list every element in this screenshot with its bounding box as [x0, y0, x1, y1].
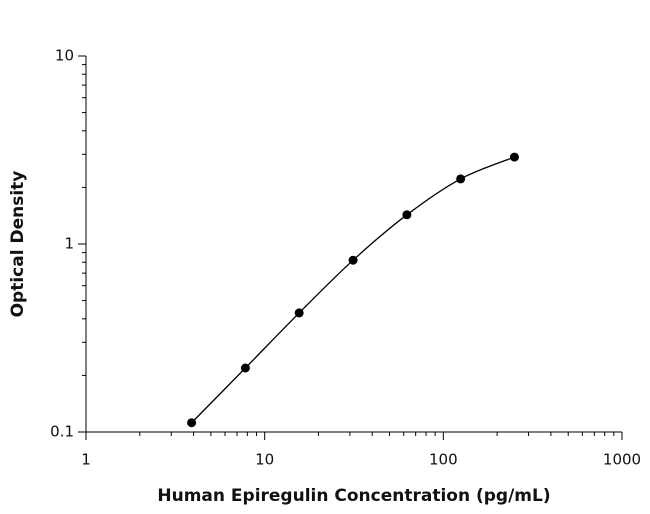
y-axis-title: Optical Density — [8, 171, 28, 318]
fit-curve — [191, 156, 515, 424]
x-tick-label: 10 — [255, 451, 274, 469]
data-point — [348, 255, 358, 265]
x-tick-label: 1 — [81, 451, 91, 469]
data-point — [509, 152, 519, 162]
y-tick-label: 10 — [55, 47, 74, 65]
y-tick-label: 1 — [64, 235, 74, 253]
data-point — [294, 308, 304, 318]
x-tick-label: 100 — [429, 451, 458, 469]
x-axis-title: Human Epiregulin Concentration (pg/mL) — [157, 486, 550, 506]
x-tick-label: 1000 — [603, 451, 641, 469]
data-point — [402, 210, 412, 220]
y-tick-label: 0.1 — [50, 423, 74, 441]
data-point — [187, 418, 197, 428]
data-point — [240, 363, 250, 373]
data-point — [456, 174, 466, 184]
